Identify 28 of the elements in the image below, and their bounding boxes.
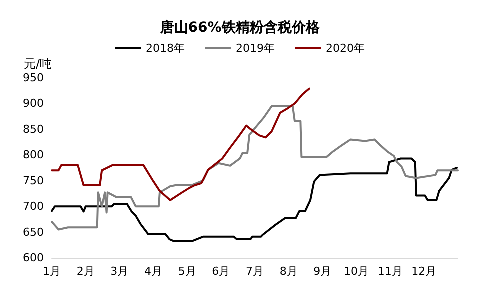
x-tick-label: 9月: [314, 265, 332, 278]
x-tick-label: 1月: [43, 265, 61, 278]
line-series: [51, 88, 310, 202]
legend-label: 2019年: [236, 42, 276, 55]
chart-title: 唐山66%铁精粉含税价格: [159, 19, 321, 36]
x-tick-label: 2月: [76, 265, 95, 278]
y-tick-label: 800: [23, 148, 44, 162]
y-tick-label: 600: [23, 252, 44, 264]
x-tick-label: 4月: [144, 265, 162, 278]
line-series: [51, 105, 459, 231]
x-tick-label: 12月: [412, 265, 437, 278]
legend-label: 2020年: [326, 42, 365, 55]
y-tick-label: 850: [23, 122, 44, 136]
x-tick-label: 8月: [280, 265, 298, 278]
x-tick-label: 10月: [344, 265, 369, 278]
legend-label: 2018年: [146, 42, 186, 55]
y-axis-title: 元/吨: [24, 57, 52, 71]
x-tick-label: 11月: [378, 265, 403, 278]
y-tick-label: 900: [23, 97, 44, 110]
x-tick-label: 6月: [212, 265, 230, 278]
y-tick-label: 700: [23, 200, 44, 214]
x-tick-label: 7月: [246, 265, 264, 278]
x-tick-label: 5月: [178, 265, 196, 278]
line-series: [51, 158, 458, 243]
y-tick-label: 750: [23, 174, 44, 188]
x-tick-label: 3月: [110, 265, 129, 278]
y-tick-label: 950: [23, 72, 44, 84]
y-tick-label: 650: [23, 226, 44, 239]
